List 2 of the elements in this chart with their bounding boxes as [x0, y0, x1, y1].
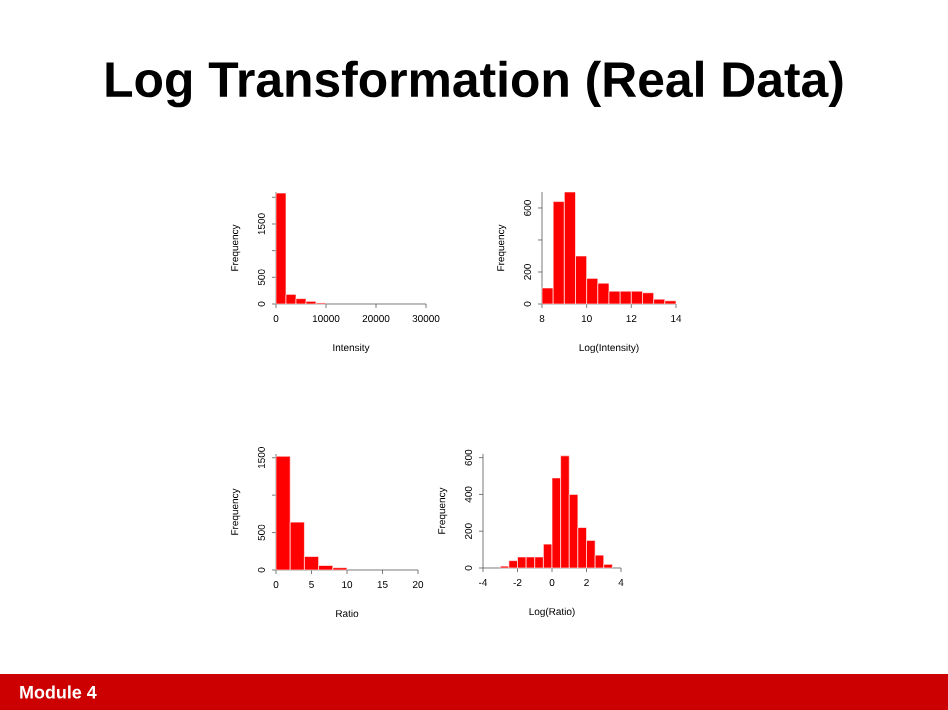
chart-title: Log Transformation (Real Data) — [106, 60, 843, 108]
text: Module 4 — [20, 685, 97, 699]
